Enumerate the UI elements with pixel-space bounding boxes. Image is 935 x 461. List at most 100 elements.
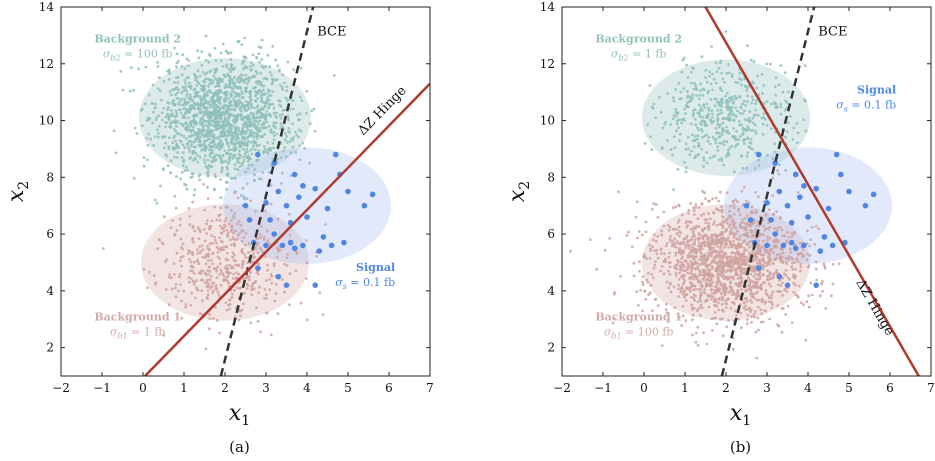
bg2-point [777,163,781,167]
bg2-point [214,100,218,103]
bg1-point [203,256,207,259]
bg1-point [668,225,672,229]
bg2-point [242,148,245,151]
bg2-point [255,112,259,115]
bg1-point [753,315,756,319]
bg1-point [696,280,700,284]
bg2-point [194,103,198,106]
bg2-point [212,156,216,160]
bg2-point [789,115,792,118]
bg1-point [693,240,696,244]
bg1-point [638,260,641,264]
bg1-point [720,241,723,245]
bg2-point [167,136,171,140]
bg2-point [199,123,203,127]
bg2-point [253,126,257,130]
bg1-point [708,245,712,249]
bg2-point [211,135,214,139]
bg2-point [756,74,760,78]
bg1-point [239,314,242,318]
bg1-point [734,259,738,263]
bg1-point [176,289,180,293]
bg2-point [251,63,255,67]
bg2-point [175,91,179,95]
bg2-point [291,122,294,126]
bg2-point [267,88,270,92]
bg1-point [197,237,201,241]
bg2-point [738,77,741,81]
bg2-point [298,95,302,99]
bg1-point [702,270,706,273]
bg2-point [737,120,741,123]
bg2-point [713,97,717,101]
bg2-point [229,58,233,61]
bg1-point [809,281,813,285]
bg1-point [752,256,756,259]
bg2-point [234,102,238,105]
bg2-point [220,120,224,123]
bg1-point [795,257,799,261]
bg2-point [158,76,161,80]
bg2-point [708,74,712,78]
bg1-point [688,287,692,290]
bg2-point [271,102,275,106]
bg2-point [211,140,215,144]
bg1-point [704,262,707,265]
bg1-point [219,239,223,243]
bg1-point [211,251,215,255]
bg2-point [741,133,745,136]
bg1-point [245,274,249,278]
bg1-point [679,267,682,271]
bg1-point [285,256,289,260]
bg2-point [685,63,688,67]
bg2-point [238,165,242,169]
bg1-point [679,288,683,292]
bg2-point [195,76,199,79]
bg1-point [748,264,752,268]
bg1-point [755,283,758,287]
bg2-point [717,101,720,104]
bg2-point [192,125,196,129]
bg2-point [154,118,158,122]
bg2-point [230,78,234,81]
bg2-point [179,122,182,125]
bg1-point [819,294,822,298]
bg2-point [170,109,173,112]
bg2-point [169,171,173,175]
bg2-point [186,125,190,129]
bg2-point [204,59,208,62]
bg1-point [288,303,291,306]
bg1-point [202,183,206,186]
bg1-point [713,289,717,293]
bg1-point [192,283,196,286]
bg1-point [205,222,208,226]
bg1-point [719,233,722,237]
bg1-point [211,291,215,294]
bg2-point [242,141,246,145]
bg2-point [284,96,288,100]
bg1-point [664,257,667,261]
bg2-point [263,132,267,136]
bg1-point [691,318,694,322]
bg2-point [177,59,180,63]
bg1-point [691,245,694,249]
bg1-label: Background 1 [595,311,682,324]
bg1-point [739,254,742,258]
bg1-point [687,243,690,247]
bg2-point [275,116,279,119]
bg1-point [719,255,722,259]
bg2-point [193,95,197,99]
bg1-point [710,254,713,258]
bg2-point [719,86,723,89]
bg1-point [737,281,741,285]
bg2-point [223,98,226,102]
bg1-point [807,305,811,309]
bg2-point [804,99,807,103]
bg1-point [268,288,271,292]
bg1-point [264,255,267,258]
bg2-point [175,52,179,56]
bg1-point [745,322,749,326]
bg1-point [745,231,749,235]
bg1-point [208,317,212,321]
bg1-point [710,291,714,295]
